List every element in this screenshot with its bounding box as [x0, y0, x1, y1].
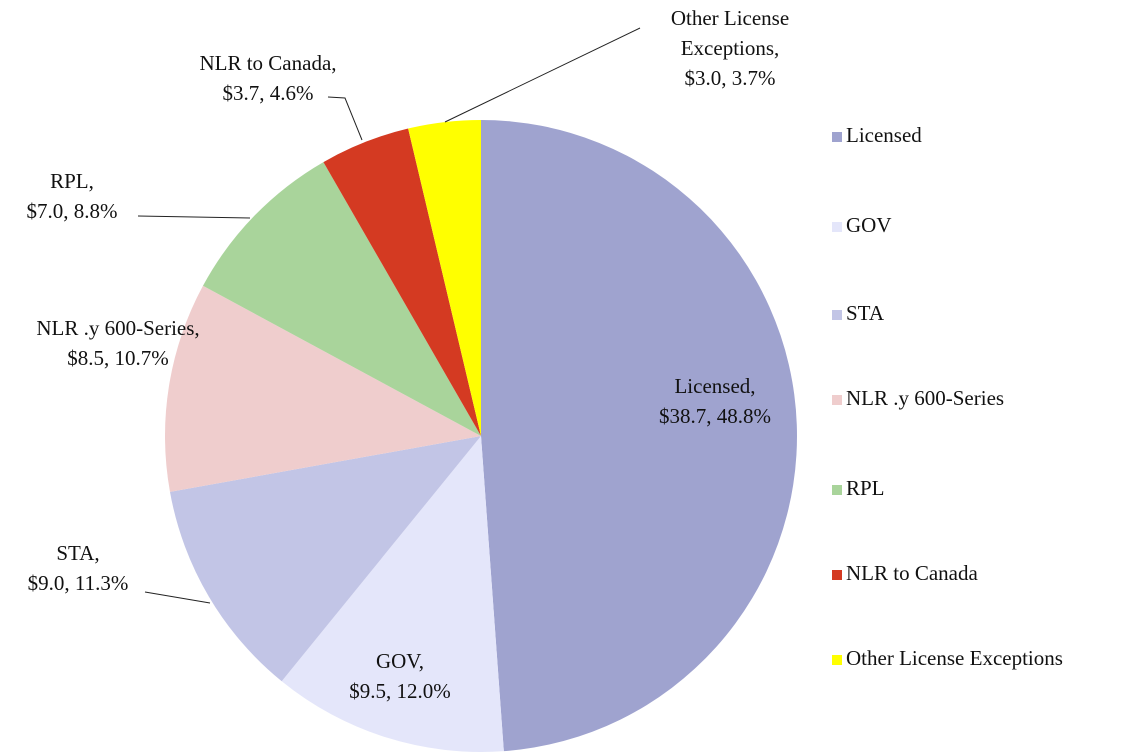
data-label: RPL,	[50, 169, 94, 193]
pie-slice	[281, 436, 504, 752]
data-label: GOV,	[376, 649, 424, 673]
leader-line	[144, 591, 211, 604]
leader-line	[444, 27, 641, 123]
legend-label: Licensed	[846, 123, 922, 147]
leader-line	[327, 96, 363, 141]
legend-swatch	[832, 395, 842, 405]
data-label: $7.0, 8.8%	[27, 199, 118, 223]
data-label: Other License	[671, 6, 789, 30]
pie-slice	[169, 436, 481, 682]
pie-slice	[481, 120, 797, 752]
legend-label: GOV	[846, 213, 892, 237]
leader-line	[137, 215, 251, 219]
legend-swatch	[832, 570, 842, 580]
legend-swatch	[832, 310, 842, 320]
data-label: NLR .y 600-Series,	[36, 316, 199, 340]
data-label: $9.5, 12.0%	[349, 679, 451, 703]
data-label: $9.0, 11.3%	[28, 571, 129, 595]
data-label: Exceptions,	[681, 36, 780, 60]
data-label: STA,	[56, 541, 99, 565]
legend-label: STA	[846, 301, 885, 325]
data-label: $3.7, 4.6%	[223, 81, 314, 105]
data-label: Licensed,	[674, 374, 755, 398]
legend-label: NLR .y 600-Series	[846, 386, 1004, 410]
pie-slice	[202, 162, 481, 436]
pie-slice	[408, 120, 481, 436]
pie-slice	[323, 128, 481, 436]
data-label: $38.7, 48.8%	[659, 404, 771, 428]
legend-label: Other License Exceptions	[846, 646, 1063, 670]
data-label: $3.0, 3.7%	[685, 66, 776, 90]
data-label: $8.5, 10.7%	[67, 346, 169, 370]
legend-label: RPL	[846, 476, 885, 500]
data-label: NLR to Canada,	[199, 51, 336, 75]
pie-slice	[164, 285, 481, 492]
legend-label: NLR to Canada	[846, 561, 978, 585]
legend-swatch	[832, 485, 842, 495]
legend-swatch	[832, 132, 842, 142]
legend-swatch	[832, 655, 842, 665]
legend-swatch	[832, 222, 842, 232]
